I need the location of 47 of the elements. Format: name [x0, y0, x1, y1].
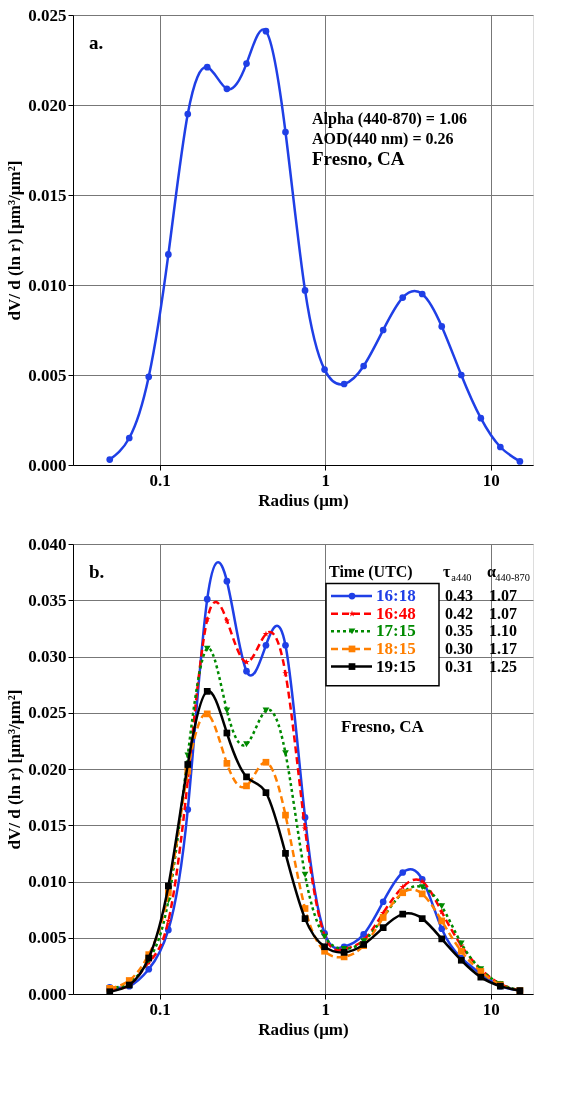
annotation: AOD(440 nm) = 0.26	[312, 130, 454, 148]
y-tick-label: 0.005	[28, 365, 67, 385]
y-tick-label: 0.015	[28, 185, 67, 205]
x-tick-label: 0.1	[149, 470, 171, 490]
y-tick-label: 0.035	[28, 590, 67, 610]
annotation: Fresno, CA	[312, 148, 405, 169]
legend-label: 16:18	[376, 586, 416, 606]
x-tick-label: 1	[321, 470, 330, 490]
y-tick-label: 0.040	[28, 534, 67, 554]
annotation: 0.42	[445, 604, 473, 622]
y-tick-label: 0.000	[28, 455, 67, 475]
y-tick-label: 0.030	[28, 647, 67, 666]
legend-label: 19:15	[376, 656, 416, 676]
y-axis-title: dV/ d (ln r) [μm³/μm²]	[5, 689, 25, 850]
y-tick-label: 0.010	[28, 275, 67, 295]
y-tick-label: 0.020	[28, 95, 67, 115]
y-tick-label: 0.025	[28, 703, 67, 723]
y-tick-label: 0.015	[28, 815, 67, 835]
annotation: 1.10	[489, 622, 517, 640]
x-axis-title: Radius (μm)	[258, 1019, 349, 1039]
x-axis-title: Radius (μm)	[258, 490, 349, 510]
x-tick-label: 0.1	[149, 999, 171, 1019]
annotation: b.	[89, 561, 105, 582]
y-tick-label: 0.020	[28, 759, 67, 779]
legend-label: 17:15	[376, 621, 416, 641]
y-tick-label: 0.010	[28, 872, 67, 891]
annotation: a.	[89, 32, 104, 53]
legend-title: Time (UTC)	[329, 562, 413, 581]
annotation: 0.35	[445, 622, 473, 640]
x-tick-label: 1	[321, 999, 330, 1019]
y-tick-label: 0.000	[28, 984, 67, 1004]
annotation: 1.07	[489, 587, 517, 605]
annotation: 1.25	[489, 657, 517, 675]
annotation: 1.07	[489, 604, 517, 622]
annotation: Alpha (440-870) = 1.06	[312, 110, 467, 128]
legend-label: 16:48	[376, 603, 416, 623]
annotation: Fresno, CA	[341, 717, 425, 737]
y-axis-title: dV/ d (ln r) [μm³/μm²]	[5, 160, 25, 321]
y-tick-label: 0.025	[28, 5, 67, 25]
annotation: 0.31	[445, 657, 473, 675]
y-tick-label: 0.005	[28, 928, 67, 948]
x-tick-label: 10	[482, 999, 500, 1019]
annotation: 0.30	[445, 639, 473, 657]
x-tick-label: 10	[482, 470, 500, 490]
annotation: 0.43	[445, 587, 473, 605]
legend-label: 18:15	[376, 638, 416, 658]
annotation: 1.17	[489, 639, 517, 657]
